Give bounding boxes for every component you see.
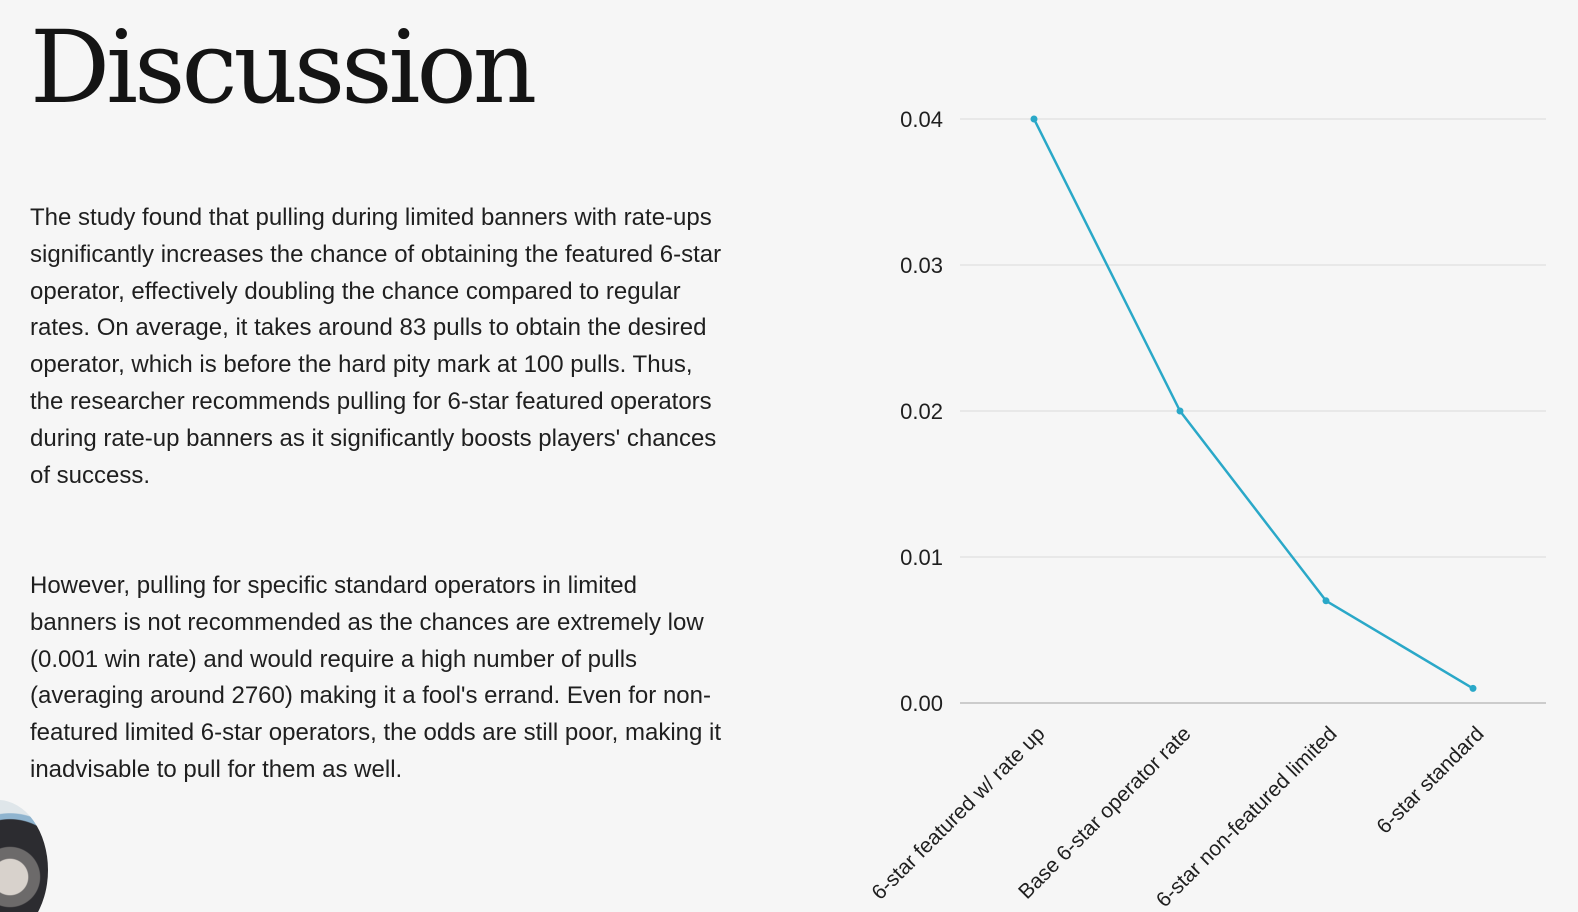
data-points	[1030, 115, 1477, 692]
y-tick-label: 0.00	[900, 691, 943, 716]
y-tick-label: 0.01	[900, 545, 943, 570]
x-tick-label: Base 6-star operator rate	[1014, 722, 1195, 903]
data-point-4	[1469, 684, 1477, 692]
data-point-3	[1322, 597, 1330, 605]
y-axis-tick-labels: 0.00 0.01 0.02 0.03 0.04	[900, 107, 943, 716]
data-point-2	[1176, 407, 1184, 415]
y-tick-label: 0.03	[900, 253, 943, 278]
slide-title: Discussion	[30, 9, 537, 126]
paragraph-findings: The study found that pulling during limi…	[30, 204, 722, 489]
x-tick-label: 6-star featured w/ rate up	[867, 722, 1049, 904]
data-point-1	[1030, 115, 1038, 123]
grid-lines	[960, 118, 1546, 704]
paragraph-caveats: However, pulling for specific standard o…	[30, 572, 722, 783]
series-line	[1032, 118, 1474, 690]
y-tick-label: 0.02	[900, 399, 943, 424]
y-tick-label: 0.04	[900, 107, 943, 132]
series-line-layer	[1032, 118, 1474, 690]
x-tick-label: 6-star standard	[1372, 722, 1488, 838]
